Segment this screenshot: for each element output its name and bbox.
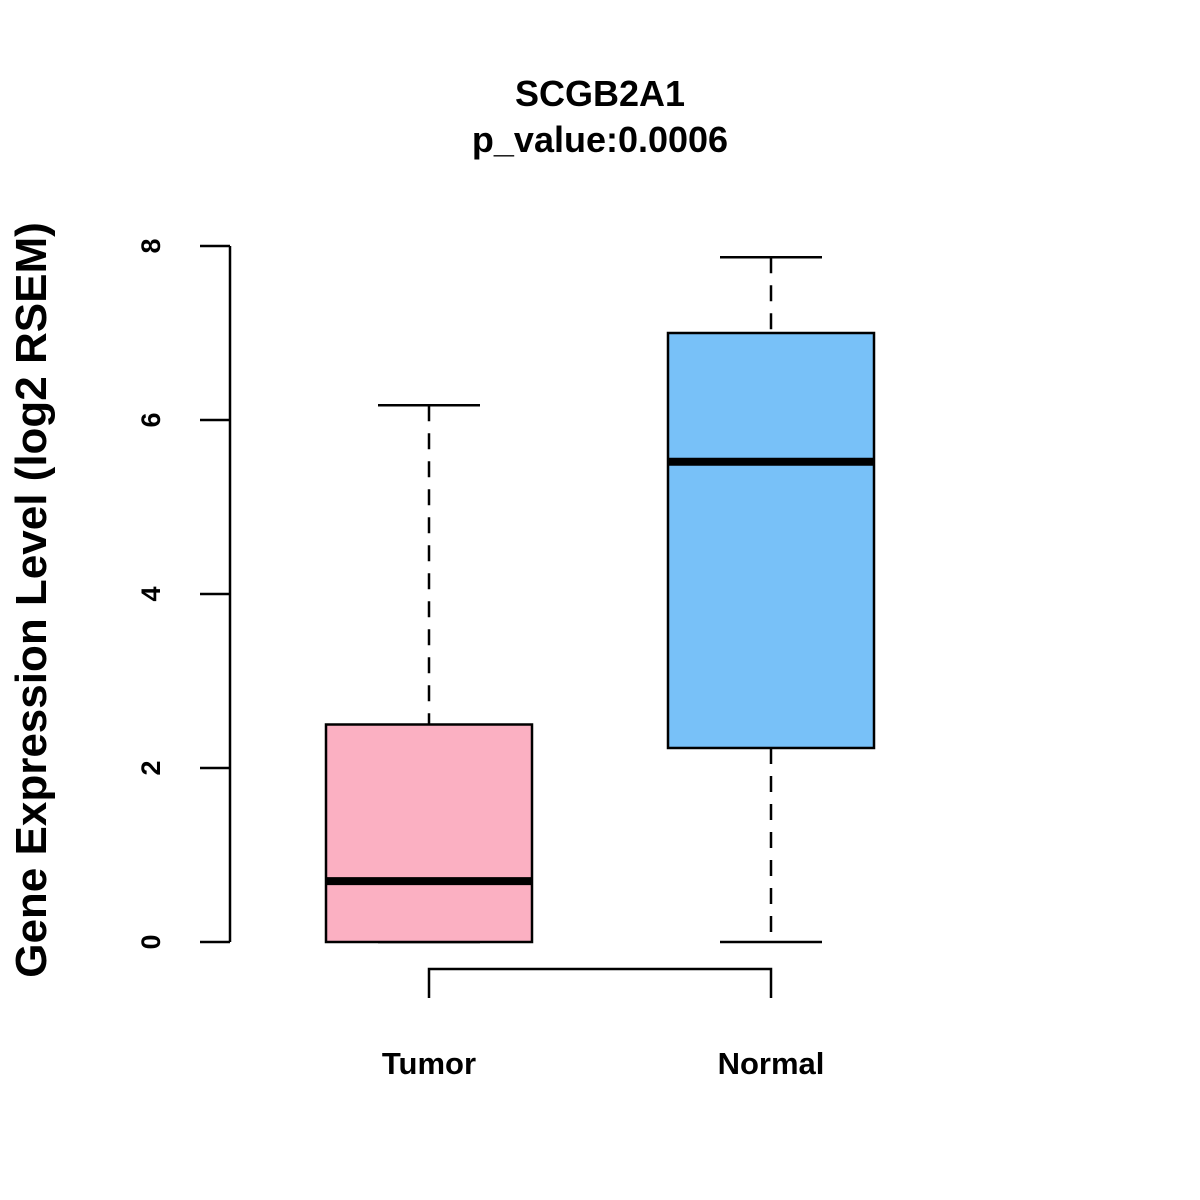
category-label-normal: Normal [718, 1046, 825, 1081]
bracket-line [427, 967, 773, 998]
y-axis: 0 2 4 6 8 [136, 238, 232, 950]
boxes-group [324, 256, 876, 944]
box-rect-normal [666, 331, 876, 750]
y-tick-label-8: 8 [136, 238, 166, 253]
box-tumor [324, 403, 534, 944]
category-labels: Tumor Normal [382, 1046, 824, 1081]
chart-title: SCGB2A1 [515, 73, 685, 114]
y-tick-label-2: 2 [136, 760, 166, 775]
y-tick-label-6: 6 [136, 412, 166, 427]
box-normal [666, 256, 876, 944]
y-tick-label-4: 4 [136, 586, 166, 601]
chart-subtitle: p_value:0.0006 [472, 119, 728, 160]
y-tick-label-0: 0 [136, 934, 166, 949]
category-label-tumor: Tumor [382, 1046, 476, 1081]
y-axis-label: Gene Expression Level (log2 RSEM) [7, 222, 56, 978]
box-rect-tumor [324, 723, 534, 944]
comparison-bracket [427, 967, 773, 998]
